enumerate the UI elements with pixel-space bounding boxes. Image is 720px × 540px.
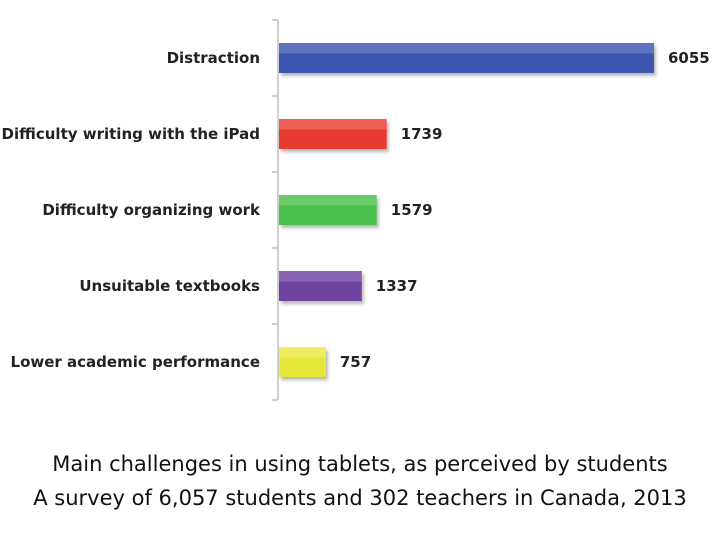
bar [279,119,387,149]
category-label: Distraction [167,49,260,67]
bar-highlight [279,43,654,54]
value-label: 1579 [391,201,433,219]
bar [279,347,326,377]
bar [279,271,362,301]
category-label: Unsuitable textbooks [79,277,260,295]
value-label: 6055 [668,49,710,67]
value-label: 1337 [376,277,418,295]
chart-title: Main challenges in using tablets, as per… [52,452,668,476]
bar-highlight [279,195,377,206]
value-label: 757 [340,353,371,371]
chart-subtitle: A survey of 6,057 students and 302 teach… [33,486,687,510]
category-label: Lower academic performance [11,353,260,371]
category-axis: Distraction Difficulty writing with the i… [2,19,279,401]
bar [279,43,654,73]
category-label: Difficulty writing with the iPad [2,125,260,143]
bar [279,195,377,225]
bars-group: 6055 1739 1579 1337 757 [279,43,710,377]
bar-highlight [279,347,326,358]
category-label: Difficulty organizing work [42,201,261,219]
bar-chart: Distraction Difficulty writing with the i… [2,19,710,401]
bar-highlight [279,271,362,282]
value-label: 1739 [401,125,443,143]
bar-highlight [279,119,387,130]
